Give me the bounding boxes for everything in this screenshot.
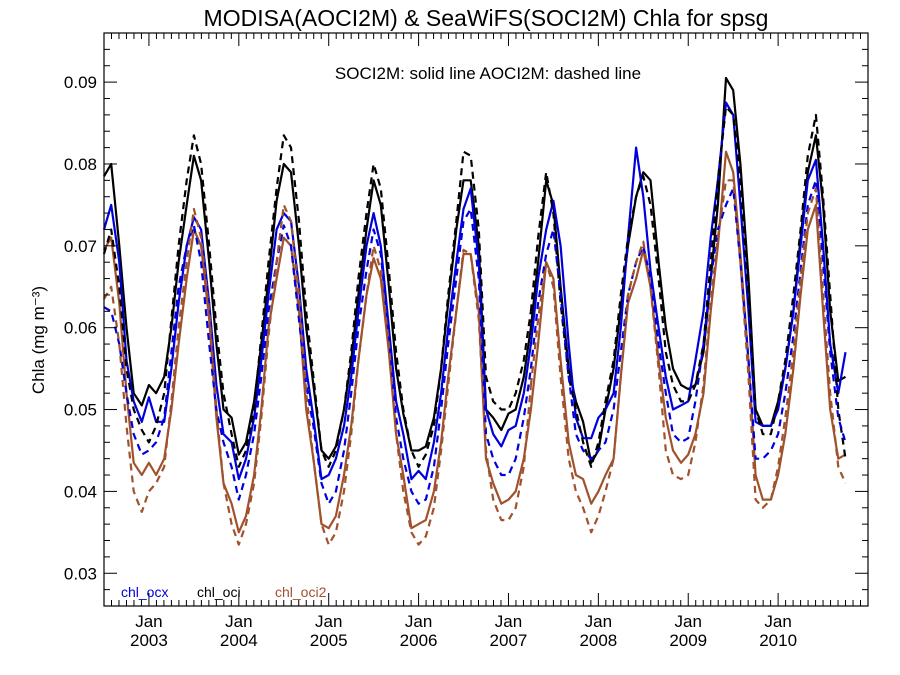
y-tick-label: 0.08 [64, 155, 97, 174]
x-tick-month-label: Jan [764, 612, 791, 631]
line-style-note: SOCI2M: solid line AOCI2M: dashed line [335, 64, 641, 83]
x-tick-month-label: Jan [675, 612, 702, 631]
x-tick-year-label: 2008 [579, 631, 617, 650]
axes: 0.030.040.050.060.070.080.09Jan2003Jan20… [64, 32, 869, 650]
series-line-chl_ocx-aoci2m-7 [103, 207, 532, 505]
series-line-chl_oci2-aoci2m-5 [529, 179, 847, 534]
y-tick-label: 0.05 [64, 401, 97, 420]
y-axis-label: Chla (mg m⁻³) [29, 286, 48, 394]
x-tick-month-label: Jan [405, 612, 432, 631]
legend-entry-chl-oci: chl_oci [197, 584, 241, 600]
legend: chl_ocx chl_oci chl_oci2 [121, 584, 327, 600]
y-tick-label: 0.07 [64, 237, 97, 256]
series-line-chl_oci-aoci2m-3 [529, 105, 847, 468]
x-tick-year-label: 2006 [400, 631, 438, 650]
y-tick-label: 0.06 [64, 319, 97, 338]
series-layer [102, 76, 847, 546]
series-line-chl_ocx-soci2m-1 [102, 101, 847, 481]
legend-entry-chl-ocx: chl_ocx [121, 584, 168, 600]
series-line-chl_oci2-aoci2m-8 [103, 203, 532, 546]
y-tick-label: 0.09 [64, 73, 97, 92]
x-tick-month-label: Jan [315, 612, 342, 631]
x-tick-month-label: Jan [495, 612, 522, 631]
legend-entry-chl-oci2: chl_oci2 [275, 584, 327, 600]
chart-title: MODISA(AOCI2M) & SeaWiFS(SOCI2M) Chla fo… [204, 5, 769, 31]
plot-frame [103, 32, 869, 607]
x-tick-month-label: Jan [585, 612, 612, 631]
y-tick-label: 0.04 [64, 482, 97, 501]
series-line-chl_oci-aoci2m-6 [102, 134, 532, 468]
x-tick-year-label: 2003 [130, 631, 168, 650]
series-line-chl_ocx-aoci2m-4 [529, 179, 847, 460]
x-tick-year-label: 2010 [759, 631, 797, 650]
x-tick-year-label: 2009 [669, 631, 707, 650]
x-tick-month-label: Jan [135, 612, 162, 631]
y-tick-label: 0.03 [64, 564, 97, 583]
x-tick-year-label: 2005 [310, 631, 348, 650]
x-tick-year-label: 2007 [490, 631, 528, 650]
x-tick-month-label: Jan [225, 612, 252, 631]
x-tick-year-label: 2004 [220, 631, 258, 650]
